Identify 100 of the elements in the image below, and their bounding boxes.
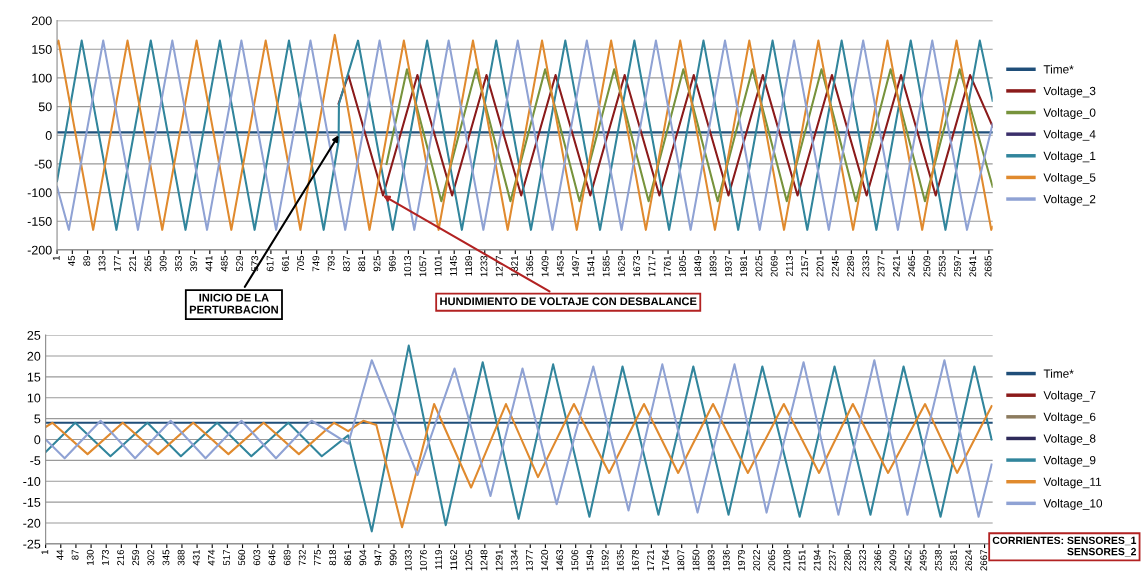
x-tick-label: 1377 [525,549,533,571]
legend-label: Voltage_8 [1043,434,1096,446]
legend-label: Voltage_1 [1043,151,1096,163]
x-tick-label: 1409 [541,255,549,277]
x-tick-label: 2685 [984,255,992,277]
legend-label: Voltage_2 [1043,194,1096,206]
x-tick-label: 2108 [783,549,791,571]
x-tick-label: 2509 [923,255,931,277]
x-tick-label: 2538 [934,549,942,571]
y-tick-label: -200 [27,245,52,255]
x-tick-label: 689 [283,549,291,566]
x-tick-label: 1629 [617,255,625,277]
x-tick-label: 89 [83,255,91,266]
x-tick-label: 1635 [616,549,624,571]
y-tick-label: 20 [27,351,41,361]
x-tick-label: 1585 [602,255,610,277]
x-tick-label: 1805 [679,255,686,277]
x-tick-label: 302 [147,549,155,566]
x-tick-label: 45 [68,255,75,267]
x-tick-label: 1981 [740,255,748,277]
x-tick-label: 1013 [404,255,411,277]
x-tick-label: 2452 [904,549,912,571]
x-tick-label: 661 [281,255,289,272]
legend-label: Voltage_0 [1043,108,1096,120]
x-tick-label: 837 [343,255,350,272]
legend-label: Voltage_5 [1043,173,1096,184]
x-tick-label: 1453 [556,255,564,277]
y-tick-label: -5 [30,456,41,466]
x-tick-label: 1205 [465,549,473,571]
x-tick-label: 1936 [722,549,730,571]
x-tick-label: 904 [359,549,367,566]
y-tick-label: 0 [34,435,41,445]
legend-label: Voltage_10 [1043,498,1103,510]
annotation: HUNDIMIENTO DE VOLTAJE CON DESBALANCE [440,297,697,306]
y-tick-label: 10 [27,393,41,403]
x-tick-label: 2409 [889,549,897,571]
x-tick-label: 2237 [828,549,836,571]
y-tick-label: 15 [27,372,41,382]
x-tick-label: 1717 [648,255,656,277]
line-series [45,403,993,529]
x-tick-label: 1893 [709,255,717,277]
x-tick-label: 861 [344,549,352,566]
x-tick-label: 1549 [586,549,594,571]
x-tick-label: 2377 [877,255,885,277]
x-tick-label: 1764 [662,549,670,571]
x-tick-label: 353 [174,255,182,272]
line-series [385,68,993,203]
x-tick-label: 1233 [480,255,488,277]
x-tick-label: 560 [238,549,246,566]
legend-label: Voltage_4 [1043,129,1096,141]
x-tick-label: 881 [358,255,366,272]
legend-label: Time* [1043,369,1074,378]
x-tick-label: 2151 [798,549,806,571]
x-tick-label: 2421 [892,255,900,277]
x-tick-label: 2069 [770,255,778,277]
y-tick-label: -25 [23,539,41,549]
x-tick-label: 2065 [768,549,776,571]
x-tick-label: 1807 [677,549,685,571]
x-tick-label: 1057 [419,255,427,277]
legend-label: Voltage_3 [1043,86,1096,98]
x-tick-label: 1420 [541,549,548,571]
x-tick-label: 216 [117,549,124,566]
y-tick-label: -150 [27,217,52,226]
x-tick-label: 2289 [847,255,854,277]
x-tick-label: 44 [56,549,64,561]
x-tick-label: 87 [71,549,79,560]
x-tick-label: 2465 [908,255,916,277]
x-tick-label: 2280 [844,549,851,571]
annotation: INICIO DE LA PERTURBACION [189,293,278,314]
x-tick-label: 2201 [816,255,824,277]
x-tick-label: 1 [41,549,49,555]
x-tick-label: 1463 [556,549,564,571]
y-tick-label: 0 [45,131,52,140]
x-tick-label: 947 [374,549,382,566]
x-tick-label: 2245 [831,255,839,277]
x-tick-label: 617 [266,255,274,272]
x-tick-label: 2495 [919,549,927,571]
text: CORRIENTES: SENSORES_1 SENSORES_2 [992,536,1137,557]
x-tick-label: 345 [162,549,170,566]
x-tick-label: 1119 [435,549,442,569]
x-tick-label: 309 [159,255,167,272]
x-tick-label: 517 [223,549,230,566]
legend-label: Time* [1043,64,1074,74]
y-tick-label: 150 [32,45,52,54]
y-tick-label: -50 [34,159,52,169]
x-tick-label: 818 [329,549,336,566]
x-tick-label: 990 [389,549,397,566]
x-tick-label: 485 [220,255,228,272]
x-tick-label: 2333 [862,255,870,277]
legend-label: Voltage_11 [1043,477,1102,489]
x-tick-label: 2113 [786,255,793,276]
x-tick-label: 130 [86,549,94,565]
x-tick-label: 474 [208,549,215,566]
x-tick-label: 265 [144,255,152,272]
x-tick-label: 1248 [480,549,488,571]
x-tick-label: 1101 [434,255,442,276]
x-tick-label: 1678 [631,549,639,571]
x-tick-label: 969 [388,255,396,272]
y-tick-label: 200 [31,16,52,26]
x-tick-label: 1497 [572,255,580,277]
